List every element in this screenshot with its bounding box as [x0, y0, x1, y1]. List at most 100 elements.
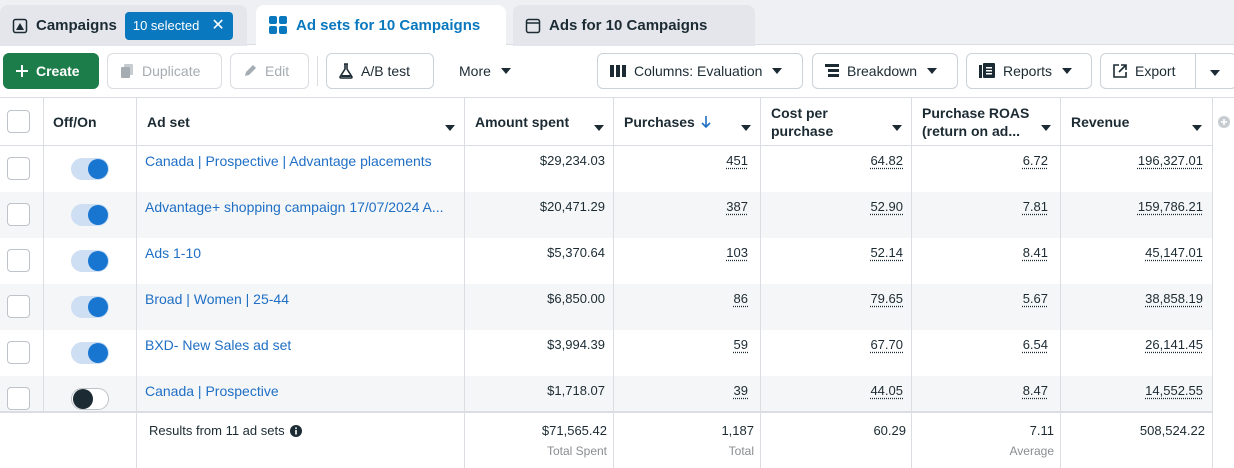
- column-divider: [911, 98, 912, 468]
- purchase-roas-cell[interactable]: 7.81: [912, 199, 1048, 214]
- row-checkbox[interactable]: [7, 203, 30, 226]
- tab-ads[interactable]: Ads for 10 Campaigns: [513, 5, 755, 46]
- columns-icon: [610, 64, 626, 78]
- total-purchases: 1,187: [614, 423, 754, 438]
- revenue-cell[interactable]: 38,858.19: [1061, 291, 1203, 306]
- caret-down-icon[interactable]: [1041, 117, 1051, 135]
- on-off-toggle[interactable]: [71, 388, 109, 410]
- purchase-roas-cell[interactable]: 6.54: [912, 337, 1048, 352]
- caret-down-icon[interactable]: [1192, 117, 1202, 135]
- cost-per-purchase-cell[interactable]: 44.05: [761, 383, 903, 398]
- reports-icon: [979, 63, 995, 79]
- header-amount-spent[interactable]: Amount spent: [465, 98, 614, 146]
- header-purchases[interactable]: Purchases: [614, 98, 761, 146]
- cost-per-purchase-cell[interactable]: 52.90: [761, 199, 903, 214]
- table-row[interactable]: Canada | Prospective | Advantage placeme…: [0, 146, 1212, 192]
- toggle-knob: [73, 389, 93, 409]
- cost-per-purchase-cell[interactable]: 52.14: [761, 245, 903, 260]
- columns-label: Columns: Evaluation: [634, 63, 762, 79]
- ad-set-name-link[interactable]: Canada | Prospective: [145, 383, 279, 399]
- revenue-cell[interactable]: 45,147.01: [1061, 245, 1203, 260]
- purchases-cell[interactable]: 59: [614, 337, 748, 352]
- pencil-icon: [243, 64, 257, 78]
- reports-button[interactable]: Reports: [966, 53, 1092, 89]
- caret-down-icon[interactable]: [892, 117, 902, 135]
- purchases-cell[interactable]: 451: [614, 153, 748, 168]
- on-off-toggle[interactable]: [71, 250, 109, 272]
- select-all-checkbox[interactable]: [7, 110, 30, 133]
- export-button[interactable]: Export: [1100, 53, 1196, 89]
- on-off-toggle[interactable]: [71, 204, 109, 226]
- row-checkbox[interactable]: [7, 295, 30, 318]
- header-cost-per-purchase[interactable]: Cost per purchase: [761, 98, 912, 146]
- purchases-cell[interactable]: 103: [614, 245, 748, 260]
- toggle-knob: [88, 297, 108, 317]
- header-purchase-roas[interactable]: Purchase ROAS (return on ad...: [912, 98, 1061, 146]
- info-icon[interactable]: [290, 425, 302, 437]
- tab-ad-sets[interactable]: Ad sets for 10 Campaigns: [256, 5, 506, 46]
- purchase-roas-cell[interactable]: 8.41: [912, 245, 1048, 260]
- revenue-cell[interactable]: 196,327.01: [1061, 153, 1203, 168]
- adsets-grid-icon: [268, 15, 288, 35]
- row-checkbox[interactable]: [7, 387, 30, 410]
- ad-set-name-link[interactable]: Broad | Women | 25-44: [145, 291, 289, 307]
- caret-down-icon[interactable]: [594, 117, 604, 135]
- ab-test-button[interactable]: A/B test: [326, 53, 434, 89]
- caret-down-icon[interactable]: [445, 117, 455, 135]
- more-button[interactable]: More: [446, 53, 528, 89]
- purchase-roas-cell[interactable]: 5.67: [912, 291, 1048, 306]
- add-column-gutter: [1212, 98, 1234, 468]
- purchases-cell[interactable]: 387: [614, 199, 748, 214]
- purchases-cell[interactable]: 39: [614, 383, 748, 398]
- on-off-toggle[interactable]: [71, 296, 109, 318]
- purchase-roas-cell[interactable]: 6.72: [912, 153, 1048, 168]
- tab-campaigns[interactable]: Campaigns 10 selected ✕: [0, 5, 247, 46]
- table-row[interactable]: Ads 1-10 $5,370.64 103 52.14 8.41 45,147.01: [0, 238, 1212, 284]
- ad-window-icon: [525, 18, 541, 34]
- amount-spent-cell: $20,471.29: [465, 199, 605, 214]
- ad-set-name-link[interactable]: BXD- New Sales ad set: [145, 337, 291, 353]
- add-column-icon[interactable]: [1218, 115, 1230, 131]
- row-checkbox[interactable]: [7, 341, 30, 364]
- total-amount-spent: $71,565.42: [465, 423, 607, 438]
- on-off-toggle[interactable]: [71, 342, 109, 364]
- header-ad-set[interactable]: Ad set: [137, 98, 465, 146]
- row-checkbox[interactable]: [7, 157, 30, 180]
- column-divider: [1060, 98, 1061, 468]
- on-off-toggle[interactable]: [71, 158, 109, 180]
- selected-count-chip[interactable]: 10 selected ✕: [125, 12, 233, 40]
- clear-selection-icon[interactable]: ✕: [211, 18, 224, 34]
- header-off-on-label: Off/On: [53, 113, 97, 131]
- header-off-on[interactable]: Off/On: [43, 98, 137, 146]
- revenue-cell[interactable]: 159,786.21: [1061, 199, 1203, 214]
- revenue-cell[interactable]: 26,141.45: [1061, 337, 1203, 352]
- table-row[interactable]: Broad | Women | 25-44 $6,850.00 86 79.65 5.6…: [0, 284, 1212, 330]
- edit-button[interactable]: Edit: [230, 53, 309, 89]
- columns-button[interactable]: Columns: Evaluation: [597, 53, 803, 89]
- purchase-roas-cell[interactable]: 8.47: [912, 383, 1048, 398]
- header-revenue[interactable]: Revenue: [1061, 98, 1212, 146]
- export-dropdown-button[interactable]: [1195, 53, 1234, 89]
- ad-set-name-link[interactable]: Canada | Prospective | Advantage placeme…: [145, 153, 432, 169]
- cost-per-purchase-cell[interactable]: 67.70: [761, 337, 903, 352]
- toggle-knob: [88, 251, 108, 271]
- revenue-cell[interactable]: 14,552.55: [1061, 383, 1203, 398]
- purchases-cell[interactable]: 86: [614, 291, 748, 306]
- row-checkbox[interactable]: [7, 249, 30, 272]
- results-summary: Results from 11 ad sets: [149, 423, 302, 438]
- cost-per-purchase-cell[interactable]: 64.82: [761, 153, 903, 168]
- duplicate-button[interactable]: Duplicate: [107, 53, 222, 89]
- header-roas-line1: Purchase ROAS: [922, 104, 1029, 122]
- ad-set-name-link[interactable]: Advantage+ shopping campaign 17/07/2024 …: [145, 199, 444, 215]
- table-row[interactable]: Advantage+ shopping campaign 17/07/2024 …: [0, 192, 1212, 238]
- average-roas: 7.11: [912, 423, 1054, 438]
- table-row[interactable]: BXD- New Sales ad set $3,994.39 59 67.70 6.5…: [0, 330, 1212, 376]
- breakdown-button[interactable]: Breakdown: [812, 53, 958, 89]
- create-button[interactable]: Create: [3, 53, 99, 89]
- cost-per-purchase-cell[interactable]: 79.65: [761, 291, 903, 306]
- caret-down-icon[interactable]: [741, 117, 751, 135]
- caret-down-icon: [1210, 63, 1220, 79]
- ad-set-name-link[interactable]: Ads 1-10: [145, 245, 201, 261]
- caret-down-icon: [772, 68, 782, 74]
- table-footer-summary: Results from 11 ad sets $71,565.42 Total…: [0, 411, 1234, 468]
